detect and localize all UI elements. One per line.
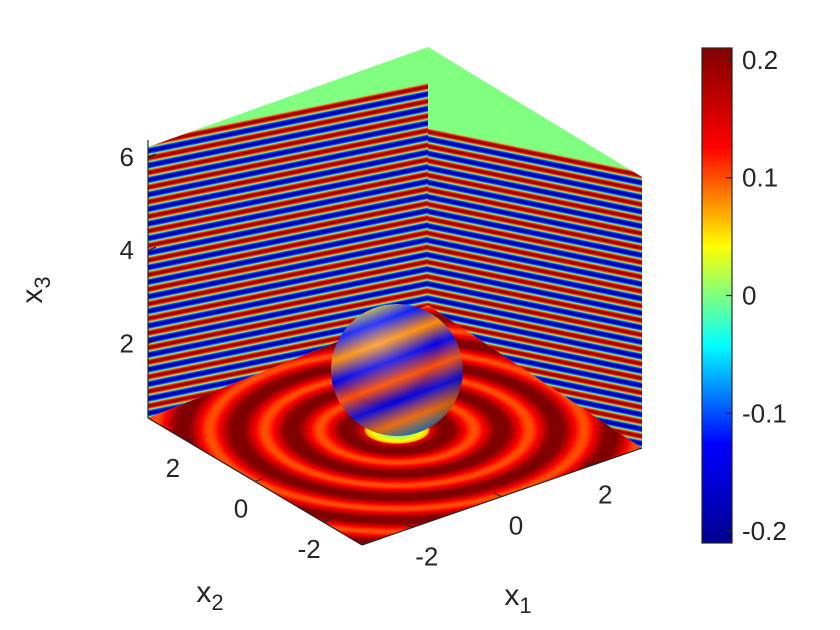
x3-tick-mark [147,246,157,251]
x2-tick-label: -2 [298,534,321,564]
x1-tick-mark [404,523,414,528]
x3-axis-label: x3 [16,276,55,303]
x1-tick-mark [493,492,503,498]
x2-tick-mark [322,518,332,523]
wall-slice-x1-x3 [428,47,642,448]
colorbar-tick-label: 0 [742,281,756,311]
x1-axis-label: x1 [504,579,531,618]
colorbar: 0.2 0.1 0 -0.1 -0.2 [701,45,787,546]
x2-tick-mark [186,437,196,442]
plot-area [148,47,642,545]
colorbar-ticks: 0.2 0.1 0 -0.1 -0.2 [726,45,787,546]
axes: 2 4 6 2 0 -2 -2 0 2 [120,140,643,571]
x3-tick-mark [147,153,157,158]
x1-tick-label: 2 [598,480,612,510]
x1-tick-label: 0 [509,511,523,541]
colorbar-tick-label: 0.2 [742,45,778,75]
x2-tick-mark [254,477,264,483]
sphere-scatterer [331,304,463,436]
x1-tick-mark [582,462,592,467]
x2-tick-label: 0 [234,494,248,524]
colorbar-tick-label: 0.1 [742,163,778,193]
sphere-shading [331,304,463,436]
x1-tick-label: -2 [415,541,438,571]
x3-tick-label: 2 [120,328,134,358]
colorbar-tick-label: -0.2 [742,516,787,546]
x3-tick-label: 6 [120,142,134,172]
colorbar-tick-label: -0.1 [742,398,787,428]
x2-tick-label: 2 [166,453,180,483]
x2-axis-label: x2 [196,576,223,615]
axis-labels: x3 x2 x1 [16,276,532,618]
x3-tick-mark [147,339,157,344]
x3-tick-label: 4 [120,235,134,265]
